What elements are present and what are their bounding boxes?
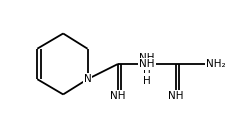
Text: NH₂: NH₂ xyxy=(206,59,226,69)
Text: NH: NH xyxy=(110,91,126,101)
Text: NH: NH xyxy=(168,91,184,101)
Text: N: N xyxy=(84,74,91,84)
Text: NH: NH xyxy=(139,59,155,69)
Text: H: H xyxy=(143,76,151,85)
Text: NH
H: NH H xyxy=(139,53,155,75)
